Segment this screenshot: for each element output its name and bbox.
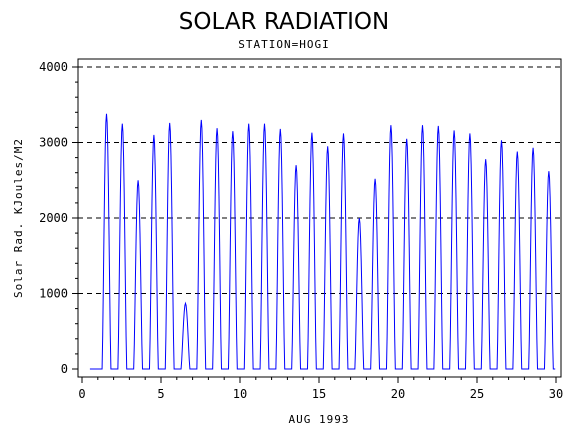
x-axis-label: AUG 1993 — [289, 413, 350, 426]
series-line — [89, 113, 556, 370]
y-tick-label: 3000 — [39, 136, 68, 150]
y-axis: 0 1000 2000 3000 4000 — [39, 60, 78, 376]
x-tick-label: 5 — [157, 387, 164, 401]
y-axis-label: Solar Rad. KJoules/M2 — [12, 138, 25, 298]
y-tick-label: 0 — [61, 362, 68, 376]
y-tick-label: 2000 — [39, 211, 68, 225]
x-tick-label: 0 — [78, 387, 85, 401]
x-axis: 0 5 10 15 20 25 30 — [78, 377, 563, 401]
chart-title: SOLAR RADIATION — [179, 9, 389, 35]
x-tick-label: 15 — [312, 387, 326, 401]
x-tick-label: 30 — [549, 387, 563, 401]
x-tick-label: 25 — [470, 387, 484, 401]
x-tick-label: 20 — [391, 387, 405, 401]
chart-subtitle: STATION=HOGI — [238, 38, 329, 51]
x-tick-label: 10 — [233, 387, 247, 401]
y-tick-label: 1000 — [39, 287, 68, 301]
series-group — [89, 113, 556, 370]
y-tick-label: 4000 — [39, 60, 68, 74]
